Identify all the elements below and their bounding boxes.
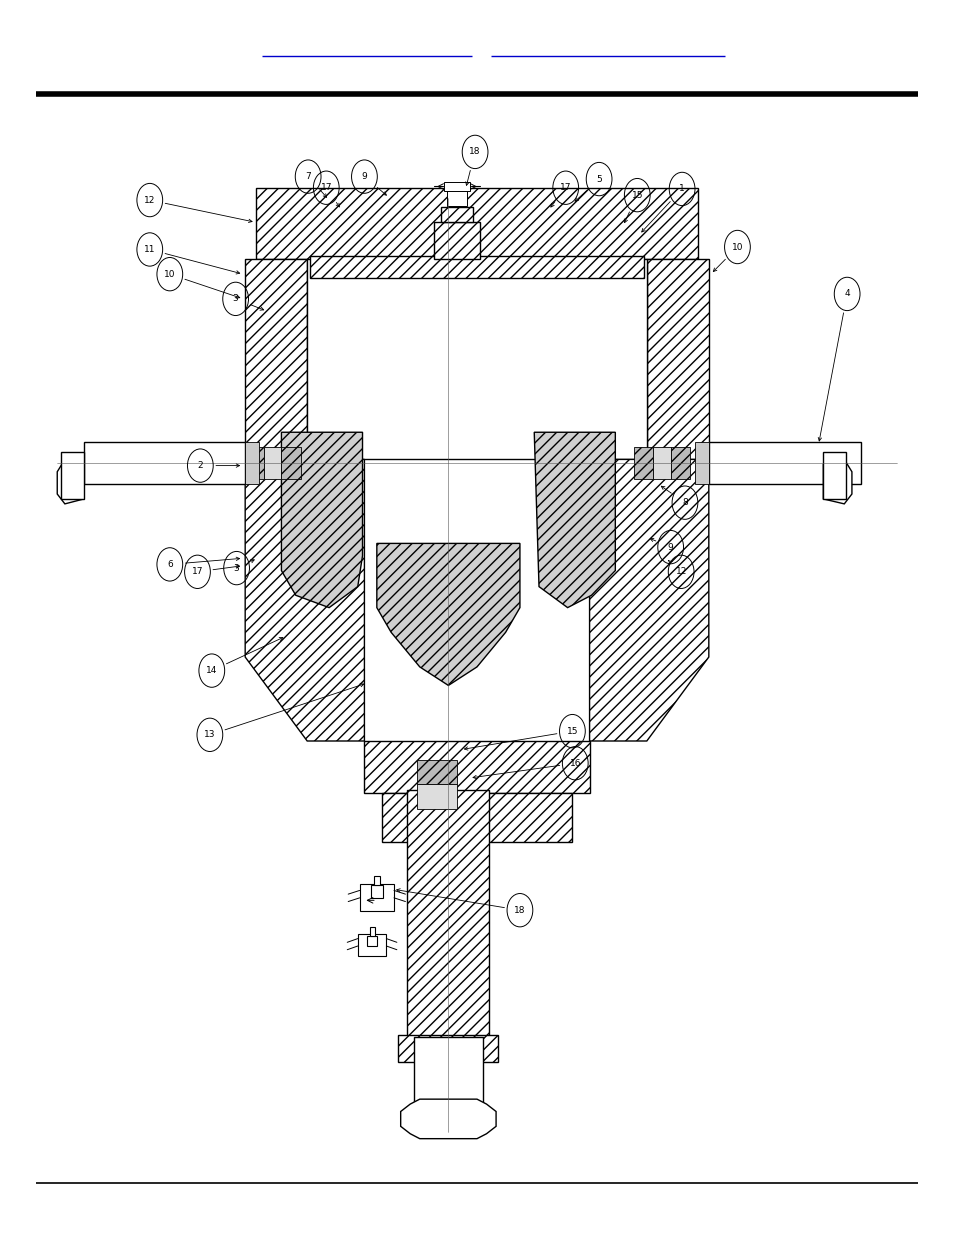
Text: 17: 17 bbox=[320, 183, 332, 193]
Bar bbox=[307, 259, 646, 459]
Text: 18: 18 bbox=[514, 905, 525, 915]
Bar bbox=[440, 207, 473, 222]
Bar bbox=[416, 784, 456, 809]
Text: 3: 3 bbox=[233, 563, 239, 573]
Polygon shape bbox=[376, 543, 519, 685]
Polygon shape bbox=[589, 459, 708, 741]
Bar bbox=[653, 447, 670, 479]
Polygon shape bbox=[57, 459, 84, 504]
Bar bbox=[397, 1035, 497, 1062]
Text: 12: 12 bbox=[144, 195, 155, 205]
Bar bbox=[670, 447, 689, 479]
Text: 4: 4 bbox=[843, 289, 849, 299]
Bar bbox=[414, 1037, 482, 1132]
Text: 13: 13 bbox=[204, 730, 215, 740]
Bar bbox=[281, 447, 300, 479]
Polygon shape bbox=[245, 459, 364, 741]
Bar bbox=[367, 936, 376, 946]
Bar bbox=[634, 447, 653, 479]
Bar bbox=[84, 442, 245, 484]
Text: 3: 3 bbox=[233, 294, 238, 304]
Bar bbox=[434, 222, 479, 259]
Bar bbox=[708, 442, 861, 484]
Bar bbox=[255, 188, 698, 259]
Text: 10: 10 bbox=[164, 269, 175, 279]
Text: 17: 17 bbox=[559, 183, 571, 193]
Bar bbox=[416, 760, 456, 784]
Text: 11: 11 bbox=[144, 245, 155, 254]
Bar bbox=[310, 256, 643, 278]
Bar bbox=[364, 741, 589, 793]
Text: 6: 6 bbox=[167, 559, 172, 569]
Bar bbox=[359, 884, 394, 911]
Bar bbox=[694, 442, 708, 484]
Bar bbox=[822, 452, 845, 499]
Bar bbox=[264, 447, 281, 479]
Bar bbox=[245, 442, 259, 484]
Text: 10: 10 bbox=[731, 242, 742, 252]
Bar bbox=[447, 191, 466, 206]
Text: 15: 15 bbox=[566, 726, 578, 736]
Text: 15: 15 bbox=[631, 190, 642, 200]
Text: 7: 7 bbox=[305, 172, 311, 182]
Polygon shape bbox=[534, 432, 615, 608]
Bar bbox=[245, 259, 307, 459]
Bar bbox=[61, 452, 84, 499]
Polygon shape bbox=[281, 432, 362, 608]
Bar bbox=[371, 885, 382, 898]
Polygon shape bbox=[822, 459, 851, 504]
Text: 17: 17 bbox=[192, 567, 203, 577]
Text: 14: 14 bbox=[206, 666, 217, 676]
Bar bbox=[245, 447, 264, 479]
Text: 5: 5 bbox=[596, 174, 601, 184]
Bar bbox=[381, 793, 572, 842]
Text: 9: 9 bbox=[667, 542, 673, 552]
Polygon shape bbox=[400, 1099, 496, 1139]
Bar bbox=[370, 927, 375, 936]
Text: 2: 2 bbox=[197, 461, 203, 471]
Bar bbox=[357, 934, 386, 956]
Bar bbox=[407, 790, 489, 1037]
Text: 9: 9 bbox=[361, 172, 367, 182]
Text: 16: 16 bbox=[569, 758, 580, 768]
Bar bbox=[646, 259, 708, 459]
Text: 18: 18 bbox=[469, 147, 480, 157]
Bar bbox=[374, 876, 379, 885]
Text: 1: 1 bbox=[679, 184, 684, 194]
Bar bbox=[443, 182, 470, 191]
Text: 8: 8 bbox=[681, 498, 687, 508]
Text: 12: 12 bbox=[675, 567, 686, 577]
